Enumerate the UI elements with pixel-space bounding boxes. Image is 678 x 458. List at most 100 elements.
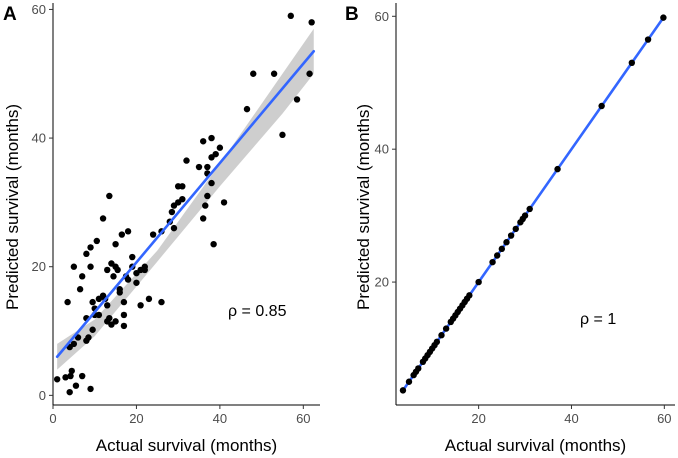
panel-a-annotation: ρ = 0.85 <box>228 303 287 320</box>
panel-a-point-33 <box>104 302 111 309</box>
panel-b-point-35 <box>598 102 605 110</box>
panel-b-point-11 <box>433 338 441 346</box>
panel-a-point-35 <box>106 314 113 322</box>
panel-a-point-52 <box>129 253 136 261</box>
panel-b-x-axis-title: Actual survival (months) <box>445 436 626 455</box>
panel-a-point-38 <box>110 273 117 280</box>
panel-b-x-tick-label-2: 60 <box>657 411 671 426</box>
panel-a-point-47 <box>120 322 128 330</box>
panel-a-point-73 <box>195 163 203 171</box>
panel-a-point-83 <box>210 241 217 248</box>
panel-a-point-62 <box>158 298 165 306</box>
panel-a-point-51 <box>124 276 132 283</box>
panel-a-y-tick-label-3: 60 <box>32 2 46 17</box>
panel-b-y-tick-label-0: 20 <box>375 275 389 290</box>
panel-b-point-0 <box>399 387 407 394</box>
panel-a-point-34 <box>106 192 113 200</box>
panel-a-point-89 <box>270 70 278 77</box>
panel-a-point-5 <box>67 372 74 380</box>
panel-a-x-tick-label-2: 40 <box>213 411 227 426</box>
panel-a-point-45 <box>118 231 126 238</box>
panel-b-point-26 <box>498 245 506 253</box>
panel-a-point-3 <box>66 388 73 396</box>
panel-a-point-94 <box>308 19 315 26</box>
panel-a-point-82 <box>208 179 215 187</box>
panel-b-y-tick-label-2: 60 <box>375 9 389 24</box>
panel-a-point-12 <box>79 273 86 280</box>
panel-b-point-23 <box>475 278 482 286</box>
panel-a-point-57 <box>137 302 144 309</box>
panel-a-point-93 <box>306 70 313 77</box>
panel-b-axes <box>395 3 675 406</box>
panel-a-point-18 <box>87 385 94 393</box>
panel-b-point-28 <box>507 232 515 239</box>
panel-a: A 0 20 40 60 0 20 40 60 ρ = 0.85 Actual surviva… <box>3 2 320 455</box>
panel-a-points <box>53 12 315 396</box>
panel-a-point-15 <box>83 250 90 258</box>
panel-a-point-61 <box>149 231 157 238</box>
panel-a-point-27 <box>95 311 103 319</box>
panel-a-point-70 <box>179 183 186 190</box>
panel-b-point-37 <box>644 36 652 43</box>
panel-b-label: B <box>345 4 359 25</box>
panel-b-point-13 <box>442 325 450 332</box>
panel-a-point-11 <box>76 286 84 293</box>
panel-a-point-8 <box>70 340 78 348</box>
panel-a-y-axis-title: Predicted survival (months) <box>3 104 22 310</box>
panel-a-point-90 <box>279 131 286 139</box>
panel-a-point-86 <box>220 199 228 206</box>
panel-a-confidence-band <box>57 28 314 370</box>
panel-b-points <box>399 14 667 394</box>
panel-b-x-tick-label-0: 20 <box>471 411 485 426</box>
panel-b-point-29 <box>512 225 519 233</box>
panel-a-point-85 <box>216 144 224 151</box>
panel-a-point-60 <box>145 295 153 303</box>
panel-a-point-2 <box>64 298 71 306</box>
panel-b-point-27 <box>503 239 510 246</box>
panel-a-point-54 <box>133 279 140 286</box>
panel-a-y-tick-label-0: 0 <box>39 388 46 403</box>
panel-a-point-21 <box>89 298 96 306</box>
panel-a-point-39 <box>112 241 119 248</box>
panel-a-y-tick-label-1: 20 <box>32 259 46 274</box>
panel-a-x-tick-label-1: 20 <box>129 411 143 426</box>
panel-a-point-1 <box>62 374 69 381</box>
panel-a-point-46 <box>120 311 128 319</box>
panel-b-point-22 <box>466 292 473 299</box>
panel-a-point-75 <box>199 215 207 222</box>
panel-b: B 20 40 60 20 40 60 ρ = 1 Actual survival (mo… <box>345 3 675 455</box>
panel-a-point-87 <box>243 105 251 113</box>
panel-b-point-4 <box>415 365 422 372</box>
panel-a-fit-line <box>55 49 316 359</box>
panel-a-x-axis-title: Actual survival (months) <box>96 436 277 455</box>
panel-a-point-42 <box>114 266 121 274</box>
panel-a-point-67 <box>170 224 178 232</box>
panel-a-point-65 <box>168 208 176 216</box>
panel-a-point-80 <box>208 134 215 142</box>
panel-b-point-12 <box>438 332 445 339</box>
panel-a-point-44 <box>116 289 123 296</box>
panel-a-point-20 <box>87 244 94 251</box>
panel-a-point-59 <box>141 266 148 274</box>
panel-b-point-32 <box>521 212 529 219</box>
panel-a-point-88 <box>250 70 257 77</box>
panel-a-point-13 <box>79 372 86 380</box>
panel-a-point-84 <box>212 150 219 158</box>
panel-a-point-76 <box>202 202 209 209</box>
panel-b-annotation: ρ = 1 <box>580 311 616 328</box>
panel-b-y-axis-title: Predicted survival (months) <box>354 104 373 310</box>
panel-a-point-92 <box>293 96 301 103</box>
panel-a-regression-line <box>55 49 316 359</box>
panel-b-point-25 <box>494 252 501 259</box>
panel-a-point-50 <box>124 228 132 235</box>
panel-a-label: A <box>3 4 17 25</box>
panel-a-point-77 <box>204 192 211 200</box>
panel-b-point-34 <box>554 165 561 173</box>
panel-a-point-72 <box>183 157 190 164</box>
panel-a-point-71 <box>179 195 186 203</box>
panel-a-y-tick-label-2: 40 <box>32 131 46 146</box>
panel-a-point-17 <box>85 334 92 341</box>
panel-a-point-7 <box>70 263 78 270</box>
panel-a-point-19 <box>87 263 94 270</box>
